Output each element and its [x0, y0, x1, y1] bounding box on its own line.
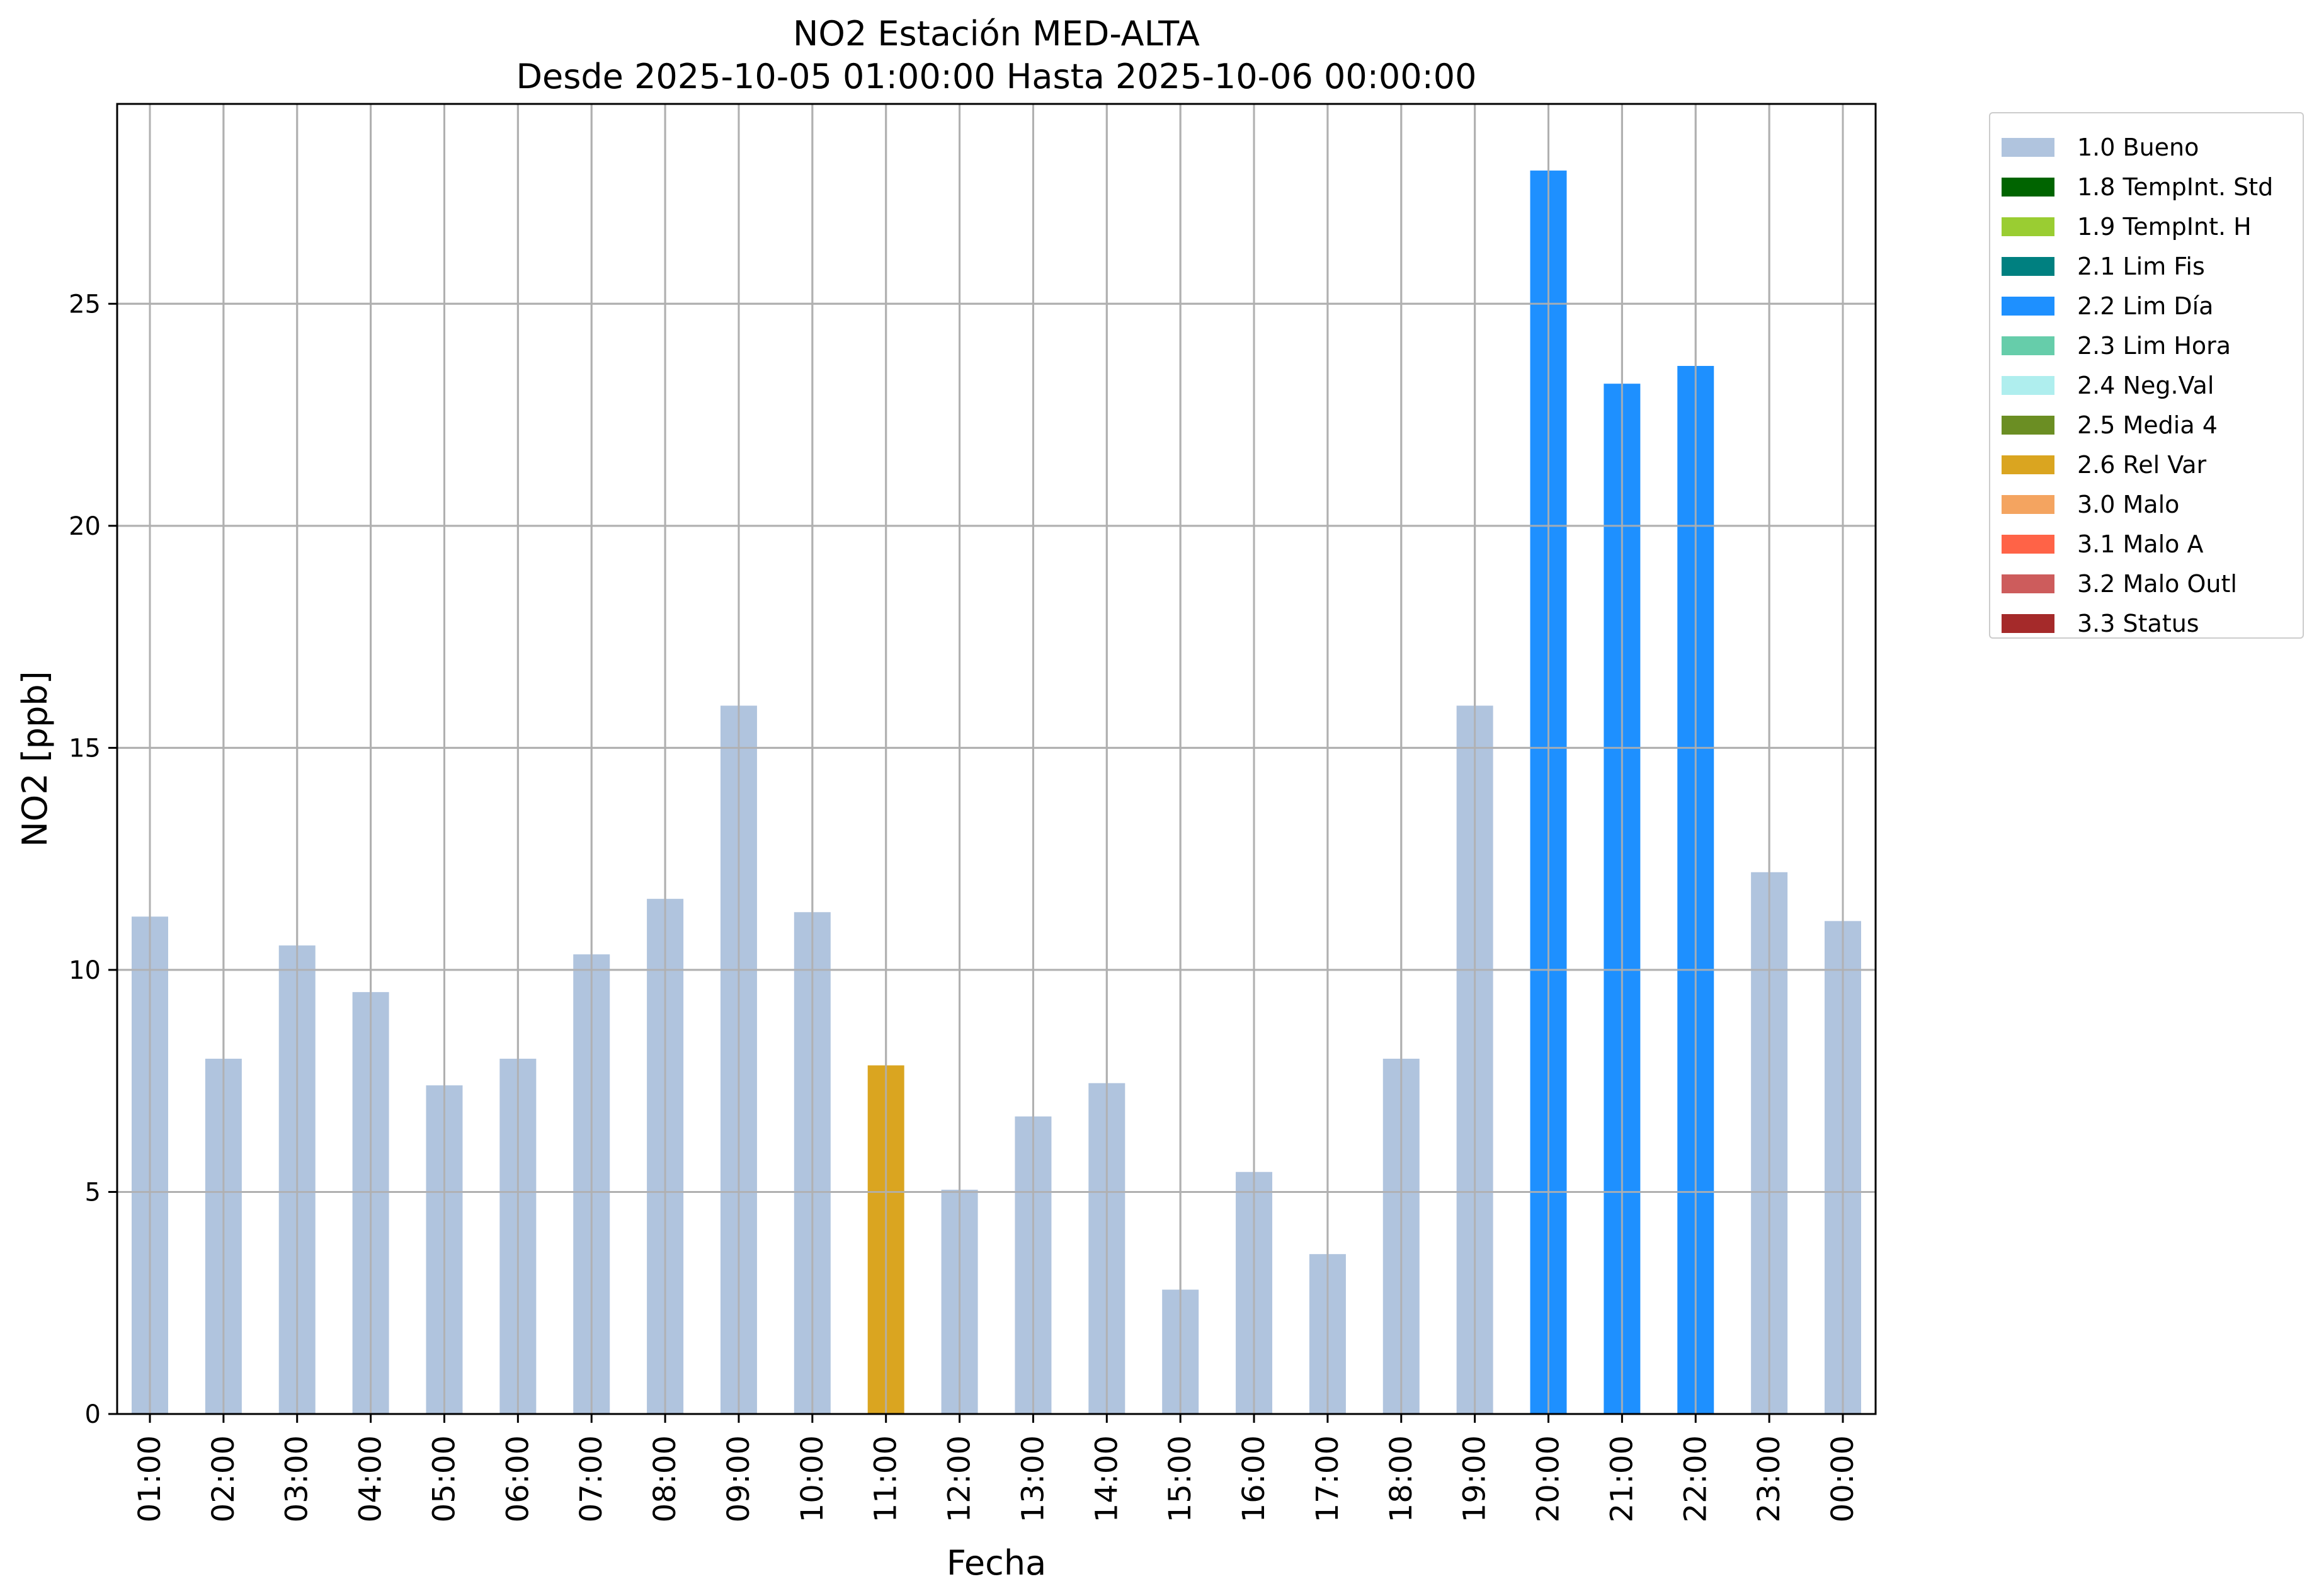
- x-tick-label: 17:00: [1310, 1435, 1345, 1522]
- legend-item: 2.6 Rel Var: [2002, 445, 2303, 484]
- legend-label: 2.4 Neg.Val: [2077, 371, 2214, 399]
- y-axis-label: NO2 [ppb]: [15, 671, 55, 846]
- bars: [117, 104, 1876, 1415]
- chart-title: NO2 Estación MED-ALTA: [793, 14, 1200, 54]
- legend-swatch: [2002, 177, 2054, 197]
- legend-swatch: [2002, 336, 2054, 355]
- legend-item: 2.1 Lim Fis: [2002, 246, 2303, 286]
- legend-item: 3.3 Status: [2002, 603, 2303, 643]
- legend-label: 1.9 TempInt. H: [2077, 212, 2252, 241]
- legend-label: 2.5 Media 4: [2077, 411, 2218, 439]
- legend-swatch: [2002, 574, 2054, 593]
- x-axis-ticks: 01:00 02:00 03:00 04:00 05:00 06:00 07:00 08:00…: [132, 1414, 1860, 1522]
- legend-label: 2.6 Rel Var: [2077, 450, 2207, 479]
- chart-subtitle: Desde 2025-10-05 01:00:00 Hasta 2025-10-…: [516, 57, 1476, 96]
- legend-item: 3.0 Malo: [2002, 484, 2303, 524]
- legend-label: 3.1 Malo A: [2077, 530, 2204, 558]
- x-tick-label: 18:00: [1384, 1435, 1419, 1522]
- x-tick-label: 06:00: [500, 1435, 535, 1522]
- y-tick-label: 0: [85, 1400, 101, 1429]
- legend-label: 1.0 Bueno: [2077, 133, 2199, 161]
- x-tick-label: 15:00: [1163, 1435, 1198, 1522]
- legend-label: 3.2 Malo Outl: [2077, 569, 2237, 598]
- legend-swatch: [2002, 494, 2054, 514]
- legend-swatch: [2002, 375, 2054, 395]
- legend-swatch: [2002, 256, 2054, 276]
- legend-label: 3.0 Malo: [2077, 490, 2180, 518]
- legend-swatch: [2002, 415, 2054, 435]
- legend-swatch: [2002, 217, 2054, 236]
- x-tick-label: 12:00: [942, 1435, 977, 1522]
- legend-label: 2.3 Lim Hora: [2077, 331, 2231, 360]
- legend-label: 2.1 Lim Fis: [2077, 252, 2205, 280]
- legend-swatch: [2002, 137, 2054, 157]
- legend-label: 2.2 Lim Día: [2077, 292, 2214, 320]
- legend-item: 1.8 TempInt. Std: [2002, 167, 2303, 207]
- x-tick-label: 03:00: [280, 1435, 315, 1522]
- x-tick-label: 10:00: [795, 1435, 830, 1522]
- x-tick-label: 01:00: [132, 1435, 168, 1522]
- y-tick-label: 25: [69, 290, 101, 319]
- plot-frame: [116, 103, 1877, 1415]
- y-tick-label: 5: [85, 1178, 101, 1207]
- x-tick-label: 00:00: [1825, 1435, 1860, 1522]
- legend-item: 2.4 Neg.Val: [2002, 365, 2303, 405]
- legend-label: 1.8 TempInt. Std: [2077, 173, 2274, 201]
- x-tick-label: 08:00: [647, 1435, 683, 1522]
- legend-item: 2.5 Media 4: [2002, 405, 2303, 445]
- legend-label: 3.3 Status: [2077, 609, 2199, 637]
- x-tick-label: 05:00: [426, 1435, 462, 1522]
- legend: 1.0 Bueno 1.8 TempInt. Std 1.9 TempInt. H 2…: [1989, 112, 2304, 639]
- x-tick-label: 13:00: [1015, 1435, 1051, 1522]
- x-tick-label: 23:00: [1752, 1435, 1787, 1522]
- legend-swatch: [2002, 534, 2054, 554]
- x-tick-label: 21:00: [1604, 1435, 1639, 1522]
- legend-item: 3.2 Malo Outl: [2002, 564, 2303, 603]
- x-tick-label: 11:00: [869, 1435, 904, 1522]
- y-tick-label: 10: [69, 956, 101, 985]
- legend-swatch: [2002, 296, 2054, 316]
- x-tick-label: 14:00: [1089, 1435, 1124, 1522]
- legend-swatch: [2002, 455, 2054, 474]
- x-tick-label: 22:00: [1678, 1435, 1713, 1522]
- x-axis-label: Fecha: [947, 1543, 1046, 1583]
- x-tick-label: 04:00: [353, 1435, 389, 1522]
- x-tick-label: 02:00: [206, 1435, 241, 1522]
- x-tick-label: 19:00: [1457, 1435, 1493, 1522]
- x-tick-label: 07:00: [574, 1435, 609, 1522]
- legend-item: 1.9 TempInt. H: [2002, 207, 2303, 246]
- y-tick-label: 15: [69, 734, 101, 763]
- legend-item: 3.1 Malo A: [2002, 524, 2303, 564]
- y-tick-label: 20: [69, 512, 101, 541]
- legend-item: 1.0 Bueno: [2002, 127, 2303, 167]
- legend-item: 2.3 Lim Hora: [2002, 326, 2303, 365]
- y-axis-ticks: 0 5 10 15 20 25: [69, 290, 117, 1429]
- legend-item: 2.2 Lim Día: [2002, 286, 2303, 326]
- x-tick-label: 20:00: [1531, 1435, 1566, 1522]
- legend-swatch: [2002, 613, 2054, 633]
- x-tick-label: 09:00: [721, 1435, 756, 1522]
- x-tick-label: 16:00: [1236, 1435, 1272, 1522]
